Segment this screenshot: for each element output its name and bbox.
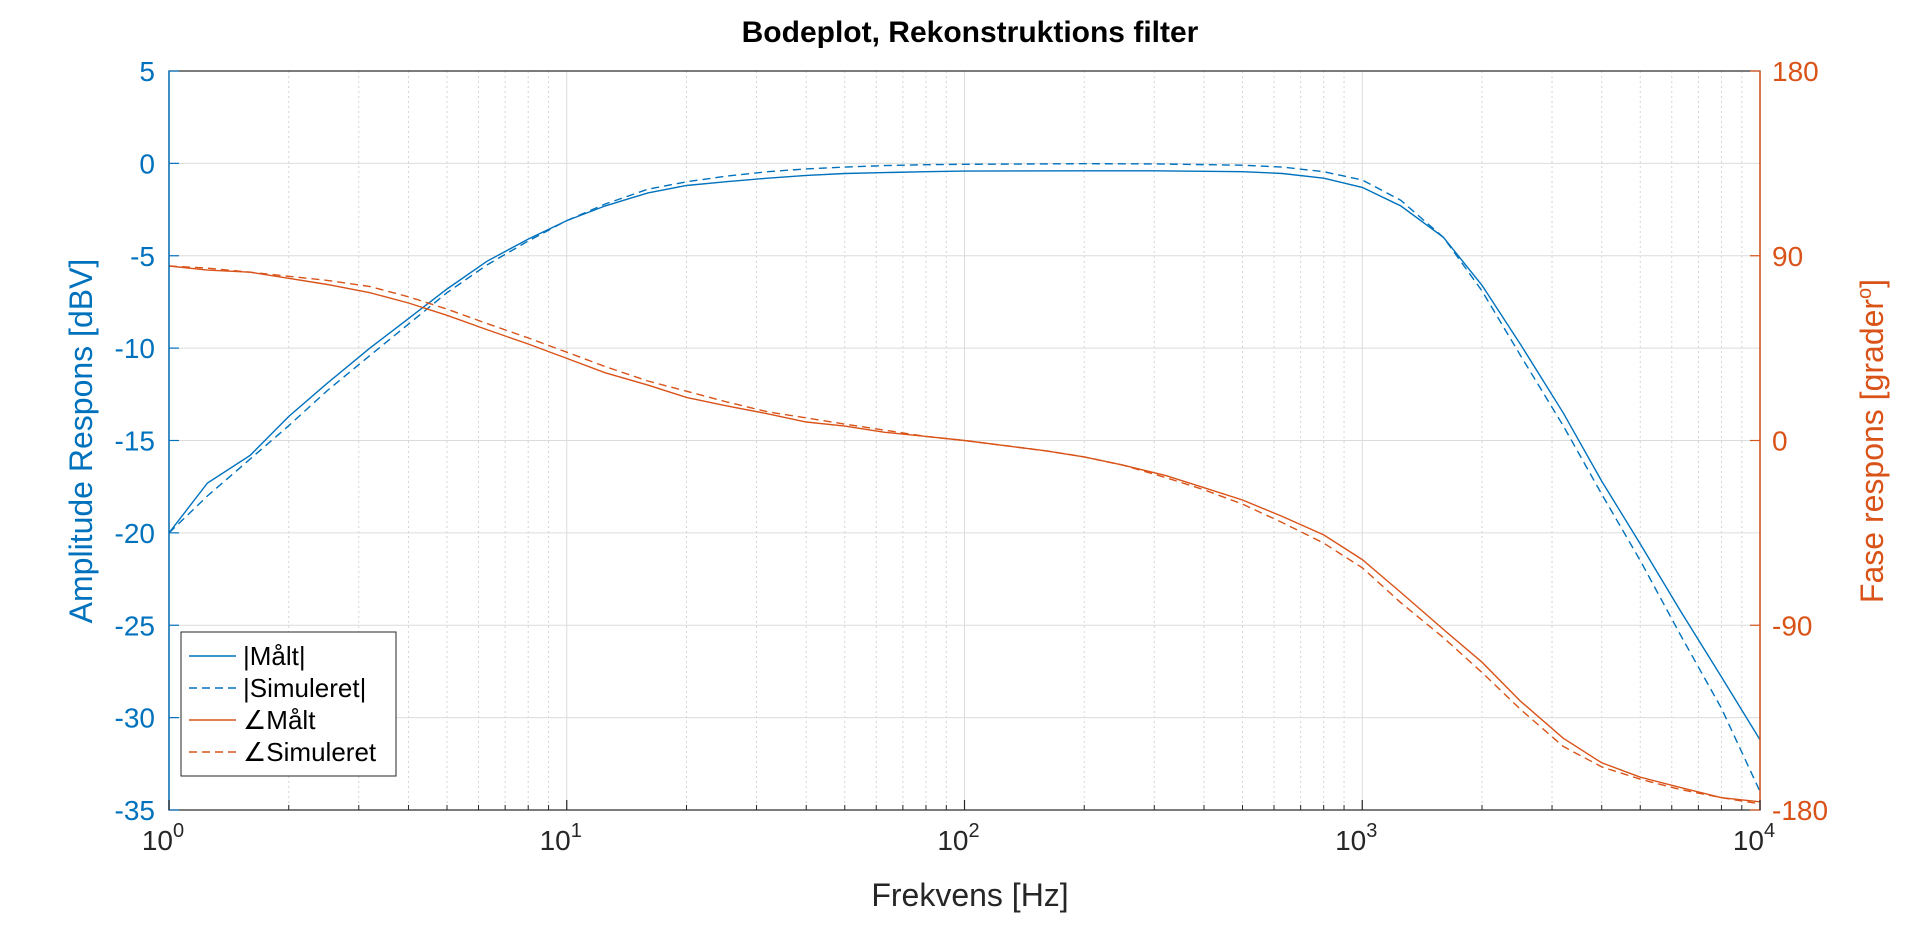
x-tick-label: 104 [1733,820,1775,856]
left-axis-label: Amplitude Respons [dBV] [63,259,99,624]
x-tick-label: 103 [1335,820,1377,856]
left-tick-label: -25 [115,610,155,641]
left-tick-label: 5 [139,56,155,87]
right-axis-label-degree: o [1854,288,1876,299]
left-tick-label: -5 [130,241,155,272]
right-tick-label: -180 [1772,795,1828,826]
legend: |Målt||Simuleret|∠Målt∠Simuleret [180,631,397,777]
x-axis-label: Frekvens [Hz] [871,877,1068,913]
x-axis-ticks: 100 101 102 103 104 [142,800,1775,856]
right-tick-label: -90 [1772,610,1812,641]
legend-label: |Simuleret| [243,673,366,703]
right-axis-label-suffix: ] [1854,279,1890,288]
right-tick-label: 0 [1772,426,1788,457]
legend-label: ∠Målt [243,705,316,735]
left-tick-label: 0 [139,148,155,179]
right-tick-label: 180 [1772,56,1819,87]
series-line-3 [168,265,1761,805]
series-line-0 [168,170,1761,741]
left-tick-label: -30 [115,703,155,734]
left-tick-label: -15 [115,426,155,457]
x-tick-label: 102 [937,820,979,856]
left-axis-ticks: 5 0 -5 -10 -15 -20 -25 -30 -35 [115,56,179,826]
chart-title: Bodeplot, Rekonstruktions filter [742,16,1199,49]
left-tick-label: -35 [115,795,155,826]
legend-label: ∠Simuleret [243,737,377,767]
right-axis-label: Fase respons [gradero] [1854,279,1890,603]
right-tick-label: 90 [1772,241,1803,272]
x-tick-label: 101 [540,820,582,856]
legend-label: |Målt| [243,641,306,671]
right-axis-ticks: 180 90 0 -90 -180 [1750,56,1828,826]
left-tick-label: -20 [115,518,155,549]
right-axis-label-main: Fase respons [grader [1854,299,1890,604]
series-lines [168,162,1761,805]
x-tick-label: 100 [142,820,184,856]
series-line-1 [168,162,1761,792]
left-tick-label: -10 [115,333,155,364]
